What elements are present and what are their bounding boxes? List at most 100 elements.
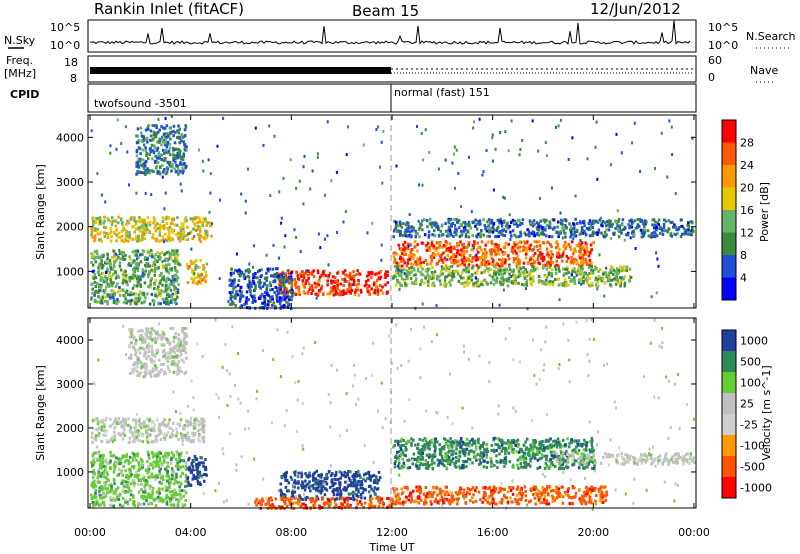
heatmap-cell [373, 289, 377, 293]
heatmap-cell [199, 259, 202, 263]
heatmap-cell [622, 227, 625, 231]
heatmap-cell [431, 272, 434, 276]
heatmap-cell [421, 302, 424, 306]
heatmap-cell [231, 283, 234, 287]
heatmap-cell [164, 150, 168, 154]
heatmap-cell [475, 263, 479, 267]
heatmap-cell [168, 161, 172, 164]
heatmap-cell [433, 246, 436, 250]
heatmap-cell [172, 504, 176, 507]
heatmap-cell [397, 243, 401, 247]
heatmap-cell [563, 227, 566, 231]
heatmap-cell [156, 222, 159, 226]
heatmap-cell [480, 248, 483, 252]
heatmap-cell [444, 264, 448, 268]
heatmap-cell [540, 226, 544, 230]
heatmap-cell [100, 289, 103, 293]
heatmap-cell [462, 221, 465, 224]
heatmap-cell [109, 278, 112, 282]
heatmap-cell [392, 276, 395, 280]
heatmap-cell [576, 272, 580, 276]
heatmap-cell [438, 279, 442, 283]
heatmap-cell [166, 132, 169, 136]
heatmap-cell [374, 272, 377, 276]
heatmap-cell [404, 284, 407, 288]
heatmap-cell [182, 427, 185, 431]
heatmap-cell [380, 288, 383, 292]
heatmap-cell [107, 440, 111, 444]
heatmap-cell [290, 298, 293, 302]
heatmap-cell [196, 465, 200, 469]
heatmap-cell [476, 241, 479, 245]
heatmap-cell [165, 124, 169, 128]
heatmap-cell [117, 432, 121, 436]
heatmap-cell [167, 151, 170, 155]
heatmap-cell [166, 456, 169, 459]
heatmap-cell [475, 234, 478, 238]
heatmap-cell [626, 233, 630, 237]
heatmap-cell [690, 229, 694, 233]
heatmap-cell [525, 233, 529, 237]
heatmap-cell [397, 268, 400, 272]
heatmap-cell [184, 466, 187, 470]
heatmap-cell [168, 235, 171, 239]
heatmap-cell [151, 255, 154, 259]
heatmap-cell [314, 477, 317, 481]
heatmap-cell [393, 265, 397, 268]
heatmap-cell [138, 424, 142, 428]
heatmap-cell [138, 216, 141, 219]
heatmap-cell [132, 418, 135, 422]
heatmap-cell [403, 249, 407, 253]
heatmap-cell [144, 138, 148, 142]
heatmap-cell [98, 295, 101, 299]
heatmap-cell [605, 224, 608, 228]
heatmap-cell [116, 474, 119, 477]
heatmap-cell [139, 229, 143, 233]
heatmap-cell [102, 470, 105, 474]
heatmap-cell [132, 268, 136, 272]
heatmap-cell [467, 235, 471, 239]
heatmap-cell [247, 167, 249, 171]
heatmap-cell [244, 300, 248, 304]
y-tick-label: 3000 [56, 176, 84, 189]
heatmap-cell [109, 417, 112, 421]
heatmap-cell [98, 283, 101, 287]
heatmap-cell [399, 229, 402, 233]
heatmap-cell [104, 299, 107, 303]
heatmap-cell [163, 126, 167, 130]
heatmap-cell [157, 451, 160, 455]
heatmap-cell [353, 473, 356, 476]
heatmap-cell [341, 270, 345, 274]
heatmap-cell [547, 273, 551, 277]
heatmap-cell [455, 254, 458, 258]
heatmap-cell [581, 267, 584, 271]
heatmap-cell [182, 140, 185, 144]
heatmap-cell [349, 470, 352, 474]
heatmap-cell [448, 257, 451, 261]
heatmap-cell [486, 262, 489, 266]
heatmap-cell [155, 437, 158, 441]
heatmap-cell [181, 436, 185, 440]
heatmap-cell [609, 219, 612, 223]
heatmap-cell [109, 459, 112, 463]
heatmap-cell [368, 474, 371, 478]
heatmap-cell [161, 224, 164, 228]
heatmap-cell [176, 169, 179, 173]
heatmap-cell [505, 267, 508, 271]
heatmap-cell [475, 284, 479, 288]
heatmap-cell [127, 468, 131, 472]
heatmap-cell [263, 295, 266, 298]
heatmap-cell [170, 229, 174, 233]
heatmap-cell [135, 257, 138, 261]
heatmap-cell [161, 266, 165, 270]
heatmap-cell [163, 300, 166, 304]
heatmap-cell [237, 279, 241, 282]
heatmap-cell [180, 189, 183, 193]
heatmap-cell [562, 224, 566, 228]
heatmap-cell [146, 440, 150, 444]
heatmap-cell [462, 226, 466, 230]
heatmap-cell [145, 171, 148, 175]
heatmap-cell [577, 278, 581, 282]
heatmap-cell [467, 243, 470, 247]
heatmap-cell [522, 240, 526, 244]
